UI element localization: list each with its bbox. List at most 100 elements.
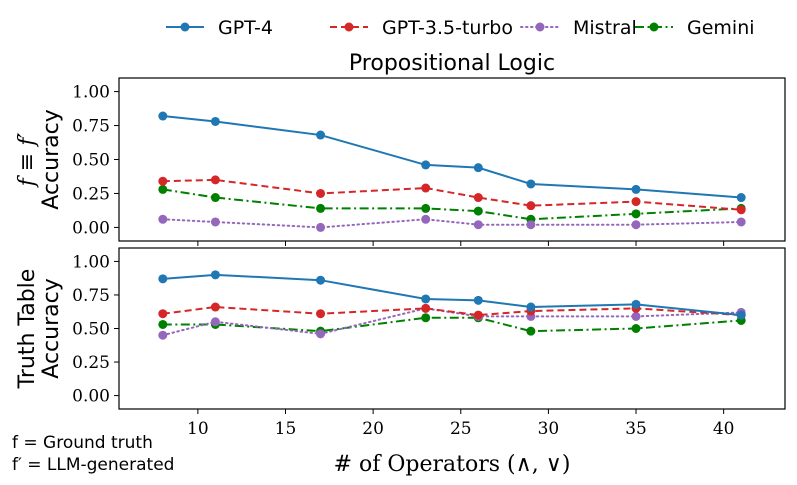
data-point — [421, 160, 431, 170]
series-gpt-4 — [158, 270, 746, 320]
legend-label: GPT-4 — [218, 17, 273, 39]
data-point — [316, 275, 326, 285]
notes: f = Ground truth f′ = LLM-generated — [12, 433, 174, 475]
data-point — [631, 209, 641, 219]
y-tick-label: 0.00 — [72, 218, 110, 238]
data-point — [210, 217, 220, 227]
data-point — [421, 294, 431, 304]
data-point — [631, 311, 641, 321]
series-line — [162, 306, 742, 317]
data-point — [210, 270, 220, 280]
data-point — [736, 193, 746, 203]
x-tick-label: 30 — [538, 419, 560, 439]
legend-marker — [180, 22, 190, 32]
data-point — [316, 309, 326, 319]
legend-marker — [535, 22, 545, 32]
y-tick-label: 0.00 — [72, 387, 110, 407]
series-line — [161, 218, 743, 229]
y-tick-label: 0.75 — [72, 286, 110, 306]
legend: GPT-4 GPT-3.5-turbo Mistral Gemini — [166, 17, 755, 39]
legend-label: GPT-3.5-turbo — [382, 17, 513, 39]
data-point — [526, 179, 536, 189]
y-tick-label: 1.00 — [72, 83, 110, 103]
legend-marker — [344, 22, 354, 32]
data-point — [158, 176, 168, 186]
series-line — [162, 273, 742, 317]
data-point — [631, 299, 641, 309]
x-axis-label: # of Operators (∧, ∨) — [334, 452, 571, 477]
y-axis-label-line2: Accuracy — [39, 278, 64, 378]
data-point — [210, 193, 220, 203]
series-gpt-3-5-turbo — [158, 175, 746, 215]
chart-title: Propositional Logic — [349, 51, 555, 76]
data-point — [158, 319, 168, 329]
y-tick-label: 0.25 — [72, 353, 110, 373]
x-tick-label: 20 — [362, 419, 384, 439]
x-tick-label: 35 — [625, 419, 647, 439]
data-point — [421, 313, 431, 323]
data-point — [421, 183, 431, 193]
legend-item: Mistral — [520, 17, 637, 39]
data-point — [526, 201, 536, 211]
data-point — [316, 188, 326, 198]
data-point — [210, 317, 220, 327]
x-tick-label: 40 — [713, 419, 735, 439]
data-point — [158, 184, 168, 194]
top-panel: 0.00 0.25 0.50 0.75 1.00 f ≡ f′ Accuracy — [15, 77, 786, 246]
y-tick-label: 0.50 — [72, 151, 110, 171]
plot-frame — [118, 77, 786, 242]
data-point — [736, 310, 746, 320]
data-point — [158, 309, 168, 319]
data-point — [631, 220, 641, 230]
legend-item: GPT-4 — [166, 17, 273, 39]
data-point — [210, 175, 220, 185]
data-point — [158, 111, 168, 121]
x-tick-label: 15 — [275, 419, 297, 439]
bottom-panel: 0.00 0.25 0.50 0.75 1.00 Truth Table Accuracy — [15, 247, 786, 414]
legend-item: Gemini — [635, 17, 755, 39]
y-tick-label: 0.75 — [72, 117, 110, 137]
series-line — [162, 178, 742, 211]
y-axis-label-line1: f ≡ f′ — [15, 133, 40, 189]
data-point — [316, 203, 326, 213]
data-point — [631, 184, 641, 194]
data-point — [473, 310, 483, 320]
y-tick-label: 0.50 — [72, 320, 110, 340]
data-point — [421, 303, 431, 313]
data-point — [473, 193, 483, 203]
data-point — [526, 302, 536, 312]
y-tick-label: 1.00 — [72, 252, 110, 272]
legend-marker — [649, 22, 659, 32]
note-ground-truth: f = Ground truth — [12, 433, 153, 453]
data-point — [473, 206, 483, 216]
legend-label: Gemini — [687, 17, 755, 39]
data-point — [210, 116, 220, 126]
data-point — [736, 217, 746, 227]
legend-label: Mistral — [573, 17, 637, 39]
series-mistral — [158, 214, 746, 232]
data-point — [421, 214, 431, 224]
data-point — [473, 163, 483, 173]
data-point — [316, 222, 326, 232]
data-point — [316, 130, 326, 140]
data-point — [736, 205, 746, 215]
series-line — [162, 316, 742, 333]
data-point — [631, 197, 641, 207]
data-point — [158, 330, 168, 340]
y-axis-label-line2: Accuracy — [39, 109, 64, 209]
series-line — [162, 115, 742, 199]
data-point — [631, 324, 641, 333]
y-axis-label-line1: Truth Table — [15, 269, 40, 390]
data-point — [473, 295, 483, 305]
note-llm-generated: f′ = LLM-generated — [12, 455, 174, 475]
x-tick-label: 25 — [450, 419, 472, 439]
data-point — [158, 274, 168, 284]
series-line — [162, 188, 742, 221]
x-tick-label: 10 — [187, 419, 209, 439]
data-point — [421, 203, 431, 213]
data-point — [210, 302, 220, 312]
x-axis-ticks: 10 15 20 25 30 35 40 — [187, 419, 734, 439]
legend-item: GPT-3.5-turbo — [330, 17, 513, 39]
data-point — [158, 214, 168, 224]
